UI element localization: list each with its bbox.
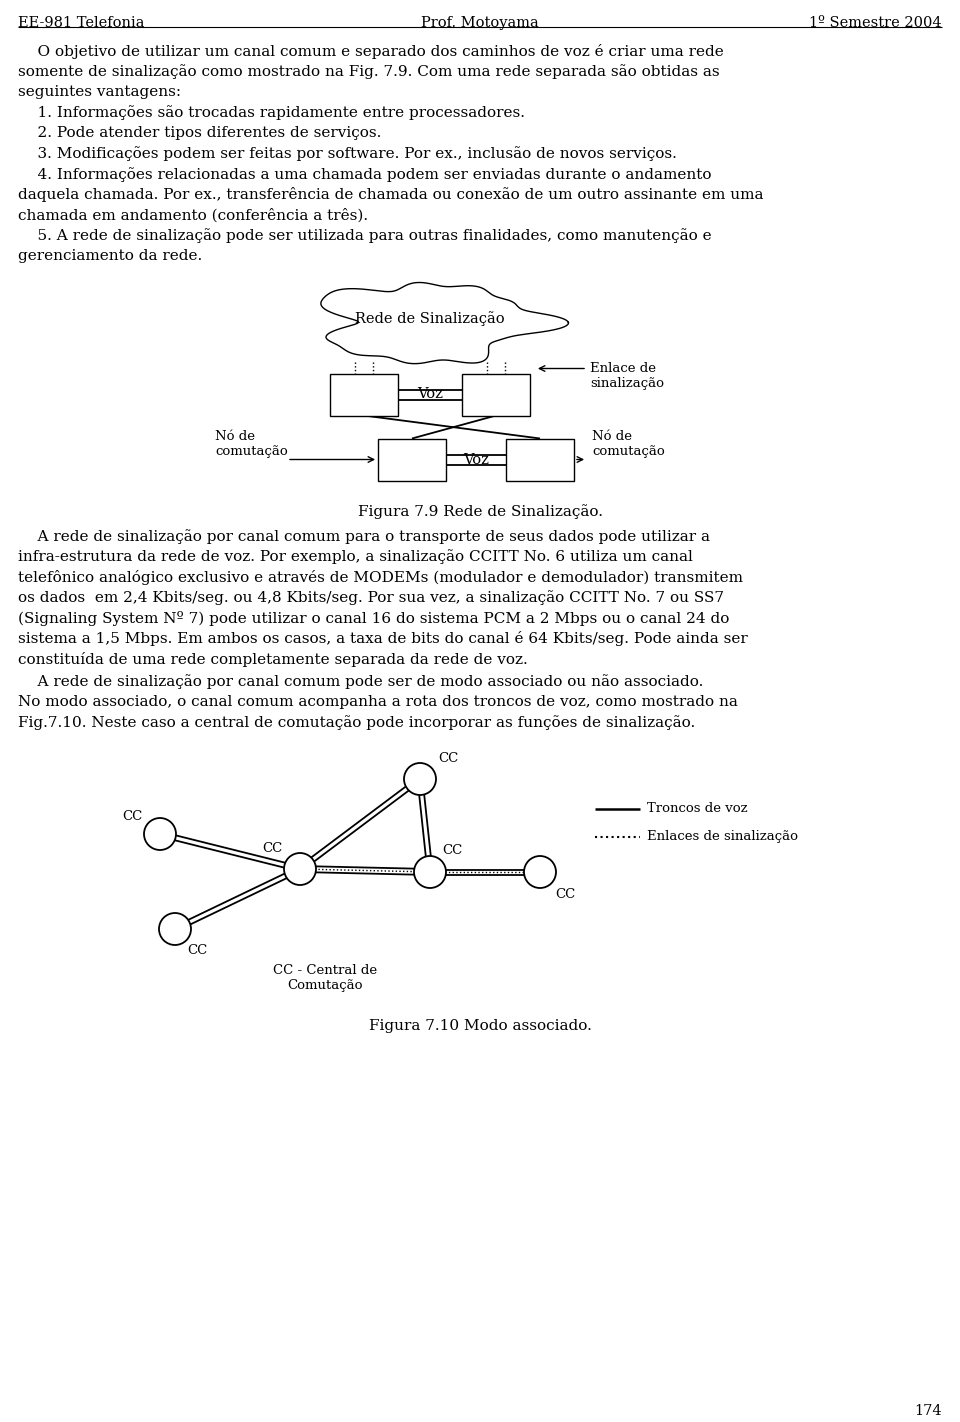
Text: Voz: Voz (463, 452, 489, 466)
Text: No modo associado, o canal comum acompanha a rota dos troncos de voz, como mostr: No modo associado, o canal comum acompan… (18, 695, 738, 710)
Text: CC: CC (442, 843, 462, 856)
Text: 1º Semestre 2004: 1º Semestre 2004 (809, 16, 942, 30)
Text: constituída de uma rede completamente separada da rede de voz.: constituída de uma rede completamente se… (18, 653, 528, 667)
Polygon shape (321, 283, 568, 364)
Bar (462, 374, 530, 415)
Text: chamada em andamento (conferência a três).: chamada em andamento (conferência a três… (18, 208, 368, 222)
Text: telefônico analógico exclusivo e através de MODEMs (modulador e demodulador) tra: telefônico analógico exclusivo e através… (18, 570, 743, 584)
Text: CC: CC (187, 944, 207, 957)
Text: os dados  em 2,4 Kbits/seg. ou 4,8 Kbits/seg. Por sua vez, a sinalização CCITT N: os dados em 2,4 Kbits/seg. ou 4,8 Kbits/… (18, 590, 724, 606)
Circle shape (524, 856, 556, 887)
Text: daquela chamada. Por ex., transferência de chamada ou conexão de um outro assina: daquela chamada. Por ex., transferência … (18, 188, 763, 202)
Text: A rede de sinalização por canal comum pode ser de modo associado ou não associad: A rede de sinalização por canal comum po… (18, 674, 704, 690)
Text: CC - Central de
Comutação: CC - Central de Comutação (273, 964, 377, 993)
Text: Nó de
comutação: Nó de comutação (215, 431, 288, 458)
Text: 1. Informações são trocadas rapidamente entre processadores.: 1. Informações são trocadas rapidamente … (18, 105, 525, 121)
Text: 174: 174 (914, 1404, 942, 1418)
Circle shape (414, 856, 446, 887)
Bar (330, 374, 398, 415)
Text: seguintes vantagens:: seguintes vantagens: (18, 85, 181, 100)
Text: EE-981 Telefonia: EE-981 Telefonia (18, 16, 145, 30)
Circle shape (144, 818, 176, 850)
Text: 3. Modificações podem ser feitas por software. Por ex., inclusão de novos serviç: 3. Modificações podem ser feitas por sof… (18, 146, 677, 161)
Text: 5. A rede de sinalização pode ser utilizada para outras finalidades, como manute: 5. A rede de sinalização pode ser utiliz… (18, 229, 711, 243)
Text: 4. Informações relacionadas a uma chamada podem ser enviadas durante o andamento: 4. Informações relacionadas a uma chamad… (18, 166, 711, 182)
Text: CC: CC (555, 887, 575, 900)
Bar (506, 438, 574, 481)
Text: infra-estrutura da rede de voz. Por exemplo, a sinalização CCITT No. 6 utiliza u: infra-estrutura da rede de voz. Por exem… (18, 549, 693, 565)
Text: 2. Pode atender tipos diferentes de serviços.: 2. Pode atender tipos diferentes de serv… (18, 127, 381, 139)
Text: Figura 7.9 Rede de Sinalização.: Figura 7.9 Rede de Sinalização. (357, 505, 603, 519)
Text: O objetivo de utilizar um canal comum e separado dos caminhos de voz é criar uma: O objetivo de utilizar um canal comum e … (18, 44, 724, 58)
Text: CC: CC (122, 809, 142, 822)
Circle shape (404, 764, 436, 795)
Circle shape (159, 913, 191, 946)
Text: Enlace de
sinalização: Enlace de sinalização (590, 361, 664, 390)
Text: Rede de Sinalização: Rede de Sinalização (355, 311, 505, 327)
Text: (Signaling System Nº 7) pode utilizar o canal 16 do sistema PCM a 2 Mbps ou o ca: (Signaling System Nº 7) pode utilizar o … (18, 611, 730, 626)
Bar (378, 438, 446, 481)
Text: Voz: Voz (417, 388, 443, 401)
Text: sistema a 1,5 Mbps. Em ambos os casos, a taxa de bits do canal é 64 Kbits/seg. P: sistema a 1,5 Mbps. Em ambos os casos, a… (18, 631, 748, 647)
Text: CC: CC (438, 752, 458, 765)
Text: Nó de
comutação: Nó de comutação (592, 431, 664, 458)
Circle shape (284, 853, 316, 884)
Text: gerenciamento da rede.: gerenciamento da rede. (18, 249, 203, 263)
Text: Prof. Motoyama: Prof. Motoyama (421, 16, 539, 30)
Text: somente de sinalização como mostrado na Fig. 7.9. Com uma rede separada são obti: somente de sinalização como mostrado na … (18, 64, 720, 80)
Text: A rede de sinalização por canal comum para o transporte de seus dados pode utili: A rede de sinalização por canal comum pa… (18, 529, 710, 543)
Text: Figura 7.10 Modo associado.: Figura 7.10 Modo associado. (369, 1020, 591, 1032)
Text: Fig.7.10. Neste caso a central de comutação pode incorporar as funções de sinali: Fig.7.10. Neste caso a central de comuta… (18, 715, 695, 731)
Text: CC: CC (262, 842, 282, 856)
Text: Troncos de voz: Troncos de voz (647, 802, 748, 815)
Text: Enlaces de sinalização: Enlaces de sinalização (647, 830, 798, 843)
